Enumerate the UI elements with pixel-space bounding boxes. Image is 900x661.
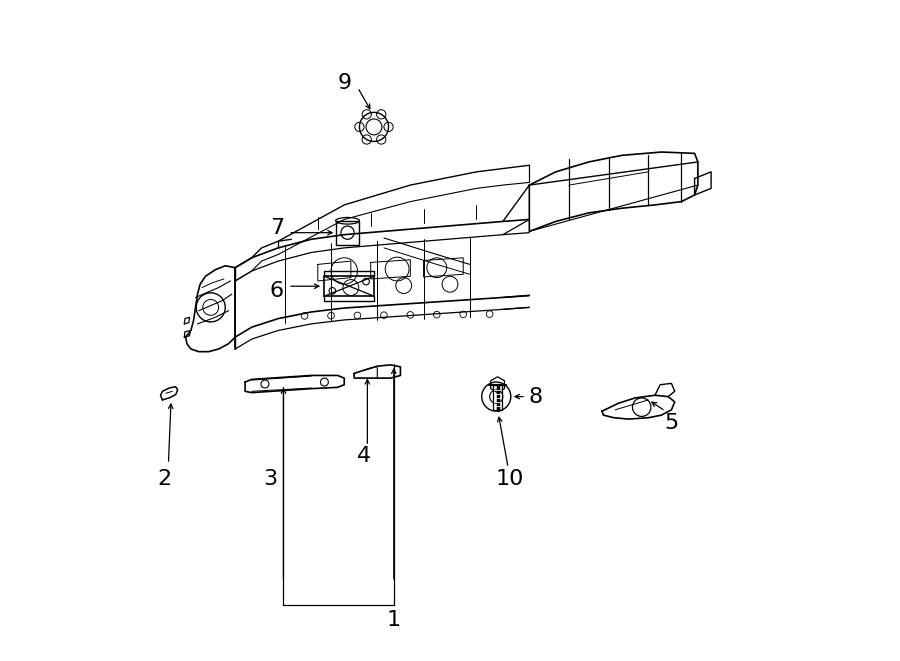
Text: 2: 2 bbox=[158, 469, 172, 489]
Text: 1: 1 bbox=[387, 610, 400, 630]
Text: 8: 8 bbox=[529, 387, 543, 407]
Text: 7: 7 bbox=[270, 218, 284, 238]
Text: 9: 9 bbox=[338, 73, 351, 93]
Text: 10: 10 bbox=[495, 469, 524, 489]
Text: 6: 6 bbox=[270, 281, 284, 301]
Text: 3: 3 bbox=[263, 469, 277, 489]
Text: 4: 4 bbox=[357, 446, 371, 466]
Text: 5: 5 bbox=[664, 413, 679, 433]
